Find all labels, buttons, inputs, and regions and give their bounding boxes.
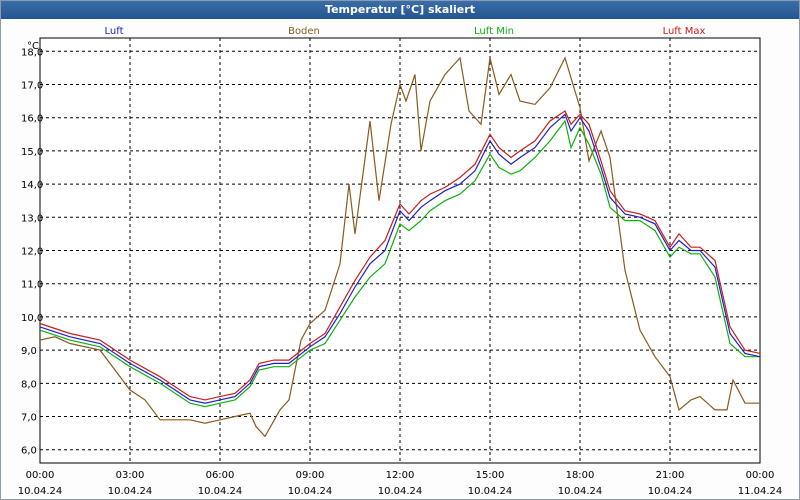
y-axis-unit: °C (27, 41, 39, 52)
series-line-boden (39, 56, 760, 438)
legend-entry: Luft (105, 26, 124, 37)
y-tick-label: 6,0 (21, 446, 37, 457)
x-tick-date: 10.04.24 (468, 486, 513, 497)
x-tick-time: 09:00 (296, 470, 325, 481)
x-tick-time: 00:00 (26, 470, 55, 481)
series-line-luft (39, 113, 761, 404)
x-tick-time: 06:00 (206, 470, 235, 481)
x-tick-date: 10.04.24 (378, 486, 423, 497)
series-line-luft-max (39, 110, 761, 401)
legend-entry: Boden (288, 26, 320, 37)
x-tick-time: 15:00 (476, 470, 505, 481)
x-tick-date: 10.04.24 (558, 486, 603, 497)
y-tick-label: 15,0 (21, 147, 43, 158)
x-tick-date: 10.04.24 (108, 486, 153, 497)
x-tick-time: 12:00 (386, 470, 415, 481)
y-tick-label: 16,0 (21, 114, 43, 125)
y-tick-label: 8,0 (21, 379, 37, 390)
y-tick-label: 12,0 (21, 247, 43, 258)
legend-entry: Luft Min (474, 26, 514, 37)
y-tick-label: 17,0 (21, 80, 43, 91)
y-tick-label: 13,0 (21, 213, 43, 224)
y-tick-label: 10,0 (21, 313, 43, 324)
y-tick-label: 9,0 (21, 346, 37, 357)
x-tick-date: 10.04.24 (288, 486, 333, 497)
x-tick-date: 10.04.24 (198, 486, 243, 497)
x-tick-time: 03:00 (116, 470, 145, 481)
chart-title: Temperatur [°C] skaliert (1, 1, 799, 19)
series-line-luft-min (39, 119, 760, 408)
x-tick-time: 21:00 (656, 470, 685, 481)
y-tick-label: 7,0 (21, 413, 37, 424)
y-tick-label: 18,0 (21, 47, 43, 58)
legend-entry: Luft Max (663, 26, 706, 37)
y-tick-label: 14,0 (21, 180, 43, 191)
x-tick-time: 00:00 (746, 470, 775, 481)
x-tick-date: 10.04.24 (648, 486, 693, 497)
x-tick-date: 10.04.24 (18, 486, 63, 497)
y-tick-label: 11,0 (21, 280, 43, 291)
x-tick-time: 18:00 (566, 470, 595, 481)
x-tick-date: 11.04.24 (738, 486, 783, 497)
